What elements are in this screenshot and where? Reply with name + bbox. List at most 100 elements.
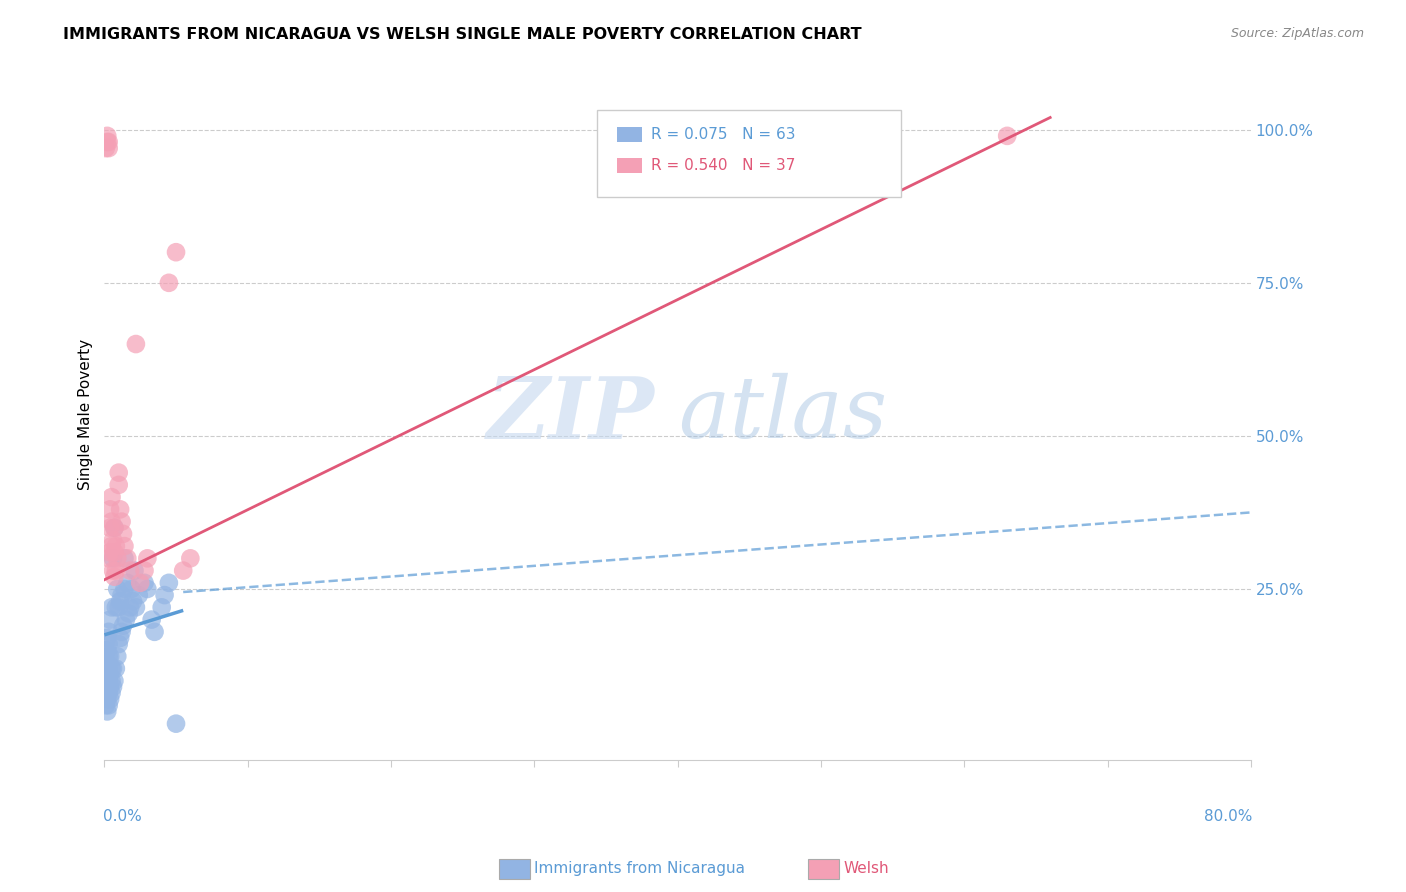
- Point: [107, 466, 129, 480]
- Text: IMMIGRANTS FROM NICARAGUA VS WELSH SINGLE MALE POVERTY CORRELATION CHART: IMMIGRANTS FROM NICARAGUA VS WELSH SINGL…: [63, 27, 862, 42]
- Point: [103, 521, 125, 535]
- Point: [96, 656, 118, 670]
- Point: [157, 575, 180, 590]
- Point: [104, 662, 127, 676]
- Point: [103, 545, 125, 559]
- Point: [104, 539, 127, 553]
- Point: [114, 582, 136, 596]
- Point: [96, 667, 118, 681]
- Point: [94, 141, 117, 155]
- Point: [117, 575, 139, 590]
- Point: [97, 551, 120, 566]
- Point: [100, 515, 122, 529]
- Point: [105, 649, 128, 664]
- Text: R = 0.075   N = 63: R = 0.075 N = 63: [651, 127, 796, 142]
- Y-axis label: Single Male Poverty: Single Male Poverty: [79, 339, 93, 490]
- Point: [111, 526, 134, 541]
- Point: [97, 141, 120, 155]
- Point: [101, 662, 124, 676]
- Text: atlas: atlas: [678, 373, 887, 456]
- Point: [143, 624, 166, 639]
- Point: [100, 490, 122, 504]
- FancyBboxPatch shape: [598, 110, 901, 196]
- Point: [120, 564, 142, 578]
- Point: [96, 128, 118, 143]
- Text: ZIP: ZIP: [486, 373, 655, 456]
- Point: [111, 618, 134, 632]
- Point: [100, 539, 122, 553]
- Point: [121, 582, 143, 596]
- Point: [179, 551, 201, 566]
- Point: [96, 705, 118, 719]
- Point: [134, 564, 156, 578]
- Point: [98, 667, 121, 681]
- Point: [103, 570, 125, 584]
- Point: [94, 698, 117, 713]
- Point: [125, 337, 148, 351]
- Point: [105, 551, 128, 566]
- Text: R = 0.540   N = 37: R = 0.540 N = 37: [651, 158, 796, 173]
- Point: [995, 128, 1018, 143]
- FancyBboxPatch shape: [617, 158, 643, 173]
- Point: [114, 551, 136, 566]
- Point: [98, 680, 121, 694]
- Point: [114, 539, 136, 553]
- Point: [101, 551, 124, 566]
- FancyBboxPatch shape: [617, 127, 643, 142]
- Point: [97, 637, 120, 651]
- Point: [98, 545, 121, 559]
- Point: [94, 673, 117, 688]
- Point: [97, 135, 120, 149]
- Point: [97, 698, 120, 713]
- Point: [117, 551, 139, 566]
- Point: [101, 533, 124, 547]
- Point: [100, 600, 122, 615]
- Point: [125, 600, 148, 615]
- Point: [172, 564, 194, 578]
- Text: 0.0%: 0.0%: [103, 809, 142, 824]
- Point: [100, 662, 122, 676]
- Text: Immigrants from Nicaragua: Immigrants from Nicaragua: [534, 862, 745, 876]
- Text: Source: ZipAtlas.com: Source: ZipAtlas.com: [1230, 27, 1364, 40]
- Point: [110, 624, 132, 639]
- Text: Welsh: Welsh: [844, 862, 889, 876]
- Point: [97, 662, 120, 676]
- Point: [103, 521, 125, 535]
- Point: [101, 564, 124, 578]
- Point: [96, 680, 118, 694]
- Point: [108, 502, 131, 516]
- Point: [136, 582, 159, 596]
- Point: [96, 643, 118, 657]
- Point: [108, 594, 131, 608]
- Point: [97, 673, 120, 688]
- Point: [110, 515, 132, 529]
- Point: [97, 686, 120, 700]
- Point: [98, 692, 121, 706]
- Point: [110, 588, 132, 602]
- Point: [97, 649, 120, 664]
- Point: [98, 521, 121, 535]
- Point: [107, 600, 129, 615]
- Point: [98, 613, 121, 627]
- Point: [97, 624, 120, 639]
- Point: [107, 478, 129, 492]
- Point: [165, 245, 187, 260]
- Text: 80.0%: 80.0%: [1204, 809, 1251, 824]
- Point: [98, 649, 121, 664]
- Point: [129, 575, 152, 590]
- Point: [101, 680, 124, 694]
- Point: [118, 607, 141, 621]
- Point: [104, 600, 127, 615]
- Point: [108, 631, 131, 645]
- Point: [124, 564, 146, 578]
- Point: [153, 588, 176, 602]
- Point: [122, 594, 145, 608]
- Point: [165, 716, 187, 731]
- Point: [128, 588, 150, 602]
- Point: [103, 673, 125, 688]
- Point: [107, 637, 129, 651]
- Point: [115, 613, 138, 627]
- Point: [96, 135, 118, 149]
- Point: [98, 502, 121, 516]
- Point: [134, 575, 156, 590]
